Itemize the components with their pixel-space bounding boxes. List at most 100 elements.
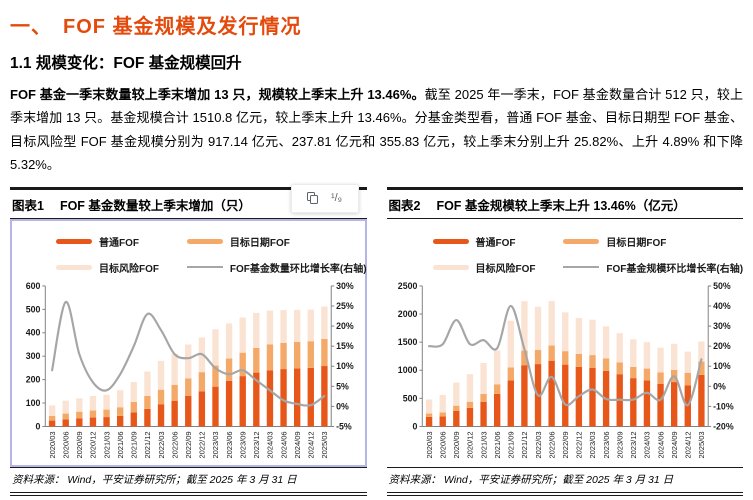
svg-text:2021/12: 2021/12 (143, 431, 152, 458)
bar-segment (616, 361, 623, 374)
axis-labels: 0 500 1000 1500 2000 2500 -20% -10% 0% 10% 20% 30% 4… (397, 280, 733, 431)
bar-segment (616, 332, 623, 362)
svg-text:2020/03: 2020/03 (424, 431, 433, 458)
bar-segment (466, 407, 473, 427)
bar-segment (575, 353, 582, 367)
bar-segment (293, 367, 301, 427)
bar-segment (684, 351, 691, 373)
svg-text:200: 200 (26, 374, 41, 384)
svg-text:50%: 50% (713, 280, 731, 290)
svg-text:1500: 1500 (397, 337, 417, 347)
svg-text:-5%: -5% (336, 421, 352, 431)
bar-segment (280, 342, 287, 369)
legend-item: FOF基金数量环比增长率(右轴) (186, 260, 367, 275)
bar-segment (48, 404, 56, 416)
legend-line-swatch (563, 265, 600, 269)
bar-segment (493, 350, 500, 384)
bar-segment (547, 360, 555, 427)
legend-item: 目标风险FOF (56, 260, 187, 275)
figure-label: 图表1 (12, 198, 44, 213)
bar-segment (466, 401, 473, 408)
bar-segment (425, 416, 432, 427)
bar-segment (561, 364, 568, 427)
bar-segment (116, 406, 124, 416)
svg-text:2024/09: 2024/09 (293, 431, 302, 458)
bar-segment (253, 312, 260, 348)
svg-text:2021/12: 2021/12 (520, 431, 529, 458)
bar-segment (670, 343, 677, 370)
figure-header: 图表1 FOF 基金数量较上季末增加（只） (10, 186, 367, 219)
legend-item: 目标日期FOF (186, 234, 361, 249)
bar-segment (103, 394, 110, 410)
legend-bar-swatch (56, 238, 92, 244)
fraction-icon[interactable]: ¹/₉ (330, 191, 343, 204)
legend-line-swatch (186, 265, 223, 269)
bar-segment (439, 394, 446, 412)
svg-text:0: 0 (36, 421, 41, 431)
bar-segment (157, 360, 165, 390)
bar-segment (144, 408, 151, 427)
x-axis-labels: 2020/03 2020/06 2020/09 2020/12 2021/03 2021/… (424, 431, 705, 458)
svg-text:2023/06: 2023/06 (225, 431, 234, 458)
bar-segment (425, 413, 432, 417)
bar-segment (185, 344, 192, 379)
bar-segment (629, 338, 637, 367)
svg-text:25%: 25% (336, 301, 354, 311)
svg-text:2024/06: 2024/06 (279, 431, 288, 458)
legend-bar-swatch (56, 264, 92, 270)
bar-segment (602, 358, 609, 371)
bar-segment (239, 317, 246, 353)
legend-item: 目标风险FOF (432, 260, 564, 275)
svg-text:2021/06: 2021/06 (492, 431, 501, 458)
chart-legend: 普通FOF 目标日期FOF 目标风险FOF FOF基金数量环比增长率(右轴) (12, 221, 367, 280)
bar-segment (212, 365, 219, 387)
svg-text:2023/03: 2023/03 (588, 431, 597, 458)
bar-segment (452, 405, 460, 411)
bar-segment (588, 319, 596, 355)
bar-segment (239, 352, 246, 376)
selection-toolbar[interactable]: ¹/₉ (290, 183, 359, 213)
copy-icon[interactable] (306, 192, 318, 205)
svg-text:2024/03: 2024/03 (642, 431, 651, 458)
bar-segment (643, 379, 650, 427)
svg-text:600: 600 (26, 280, 41, 290)
svg-text:15%: 15% (336, 341, 354, 351)
svg-text:5%: 5% (336, 381, 349, 391)
svg-text:10%: 10% (713, 361, 731, 371)
svg-text:2023/09: 2023/09 (238, 431, 247, 458)
bar-segment (452, 382, 460, 406)
bar-segment (130, 381, 137, 402)
legend-bar-swatch (186, 238, 223, 244)
legend-label: 目标日期FOF (606, 237, 667, 249)
bar-segment (48, 420, 56, 427)
svg-text:2022/09: 2022/09 (561, 431, 570, 458)
bar-segment (171, 400, 178, 427)
bar-segment (62, 413, 69, 419)
bar-segment (144, 370, 151, 396)
figure-1: ¹/₉ 图表1 FOF 基金数量较上季末增加（只） 普通FOF 目标日期FOF 目标… (10, 183, 367, 496)
legend-bar-swatch (432, 264, 469, 270)
svg-text:-10%: -10% (713, 401, 734, 411)
bar-segment (212, 328, 219, 366)
figure-title: FOF 基金数量较上季末增加（只） (59, 198, 251, 213)
svg-text:2021/03: 2021/03 (102, 431, 111, 458)
svg-text:30%: 30% (336, 280, 354, 290)
bar-segment (321, 338, 328, 366)
stacked-bars (48, 306, 328, 427)
svg-text:2022/09: 2022/09 (184, 431, 193, 458)
svg-text:0: 0 (412, 421, 417, 431)
svg-text:2020/09: 2020/09 (452, 431, 461, 458)
bar-segment (212, 386, 219, 427)
bar-segment (520, 364, 528, 427)
svg-text:2022/06: 2022/06 (547, 431, 556, 458)
bar-segment (103, 409, 110, 417)
bar-segment (76, 397, 83, 412)
svg-text:2022/12: 2022/12 (198, 431, 207, 458)
bar-segment (656, 372, 664, 384)
bar-segment (507, 320, 514, 368)
svg-text:40%: 40% (713, 301, 731, 311)
bar-segment (561, 350, 568, 365)
svg-text:2020/09: 2020/09 (75, 431, 84, 458)
bar-segment (534, 349, 541, 364)
